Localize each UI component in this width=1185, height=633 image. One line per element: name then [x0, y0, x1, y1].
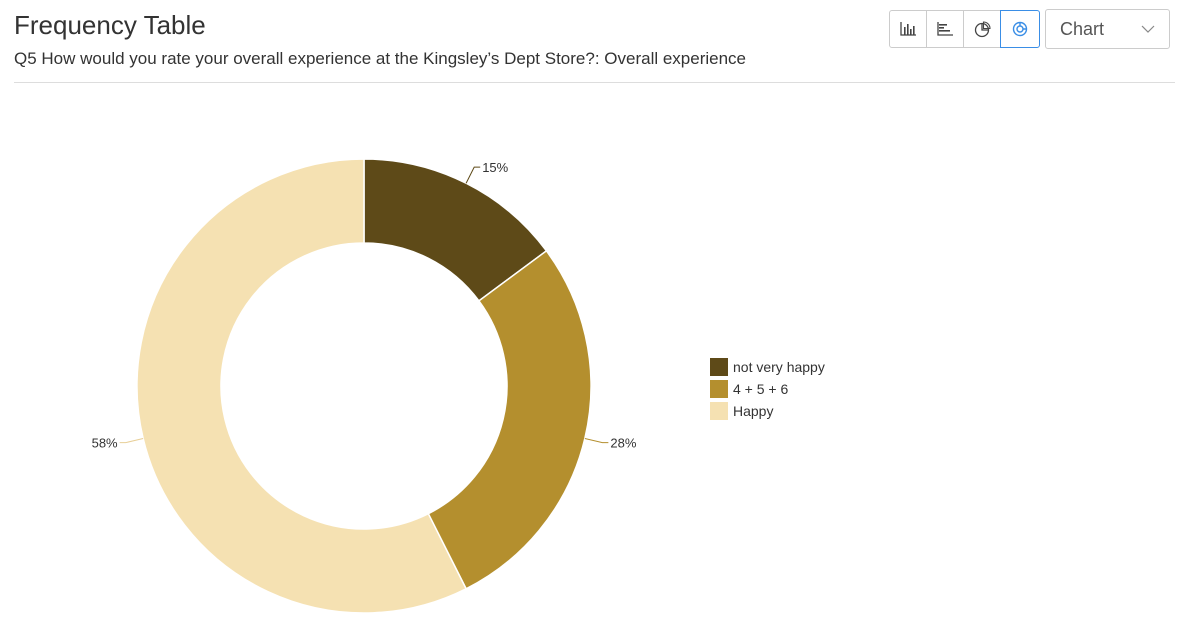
- chart-legend: not very happy 4 + 5 + 6 Happy: [710, 356, 825, 422]
- slice-percent-label: 15%: [482, 160, 508, 175]
- pie-chart-icon: [974, 21, 991, 38]
- page-title: Frequency Table: [14, 10, 206, 40]
- donut-chart-icon: [1012, 21, 1028, 37]
- donut-chart-button[interactable]: [1000, 10, 1040, 48]
- slice-leader-line: [465, 166, 481, 184]
- slice-percent-label: 58%: [92, 436, 118, 451]
- chart-mode-select-value: Chart: [1060, 18, 1105, 39]
- legend-item[interactable]: not very happy: [710, 356, 825, 378]
- chart-type-button-group: [889, 10, 1040, 48]
- page-subtitle: Q5 How would you rate your overall exper…: [14, 49, 747, 68]
- donut-slice[interactable]: [427, 249, 592, 590]
- bar-chart-button[interactable]: [926, 10, 964, 48]
- legend-label: Happy: [733, 403, 774, 419]
- slice-percent-label: 28%: [610, 436, 636, 451]
- slice-leader-line: [119, 437, 144, 444]
- legend-swatch: [710, 402, 728, 420]
- legend-item[interactable]: 4 + 5 + 6: [710, 378, 825, 400]
- chart-toolbar: Chart: [889, 9, 1170, 49]
- legend-label: not very happy: [733, 359, 825, 375]
- header-divider: [14, 82, 1175, 83]
- bar-chart-icon: [937, 22, 953, 36]
- header: Frequency Table Q5 How would you rate yo…: [14, 8, 746, 70]
- legend-item[interactable]: Happy: [710, 400, 825, 422]
- chevron-down-icon: [1141, 25, 1155, 33]
- legend-label: 4 + 5 + 6: [733, 381, 789, 397]
- column-chart-button[interactable]: [889, 10, 927, 48]
- column-chart-icon: [900, 22, 916, 36]
- chart-mode-select[interactable]: Chart: [1045, 9, 1170, 49]
- donut-chart: 15% 28% 58%: [92, 158, 637, 614]
- legend-swatch: [710, 380, 728, 398]
- donut-slice[interactable]: [136, 158, 468, 614]
- pie-chart-button[interactable]: [963, 10, 1001, 48]
- legend-swatch: [710, 358, 728, 376]
- slice-leader-line: [584, 437, 609, 444]
